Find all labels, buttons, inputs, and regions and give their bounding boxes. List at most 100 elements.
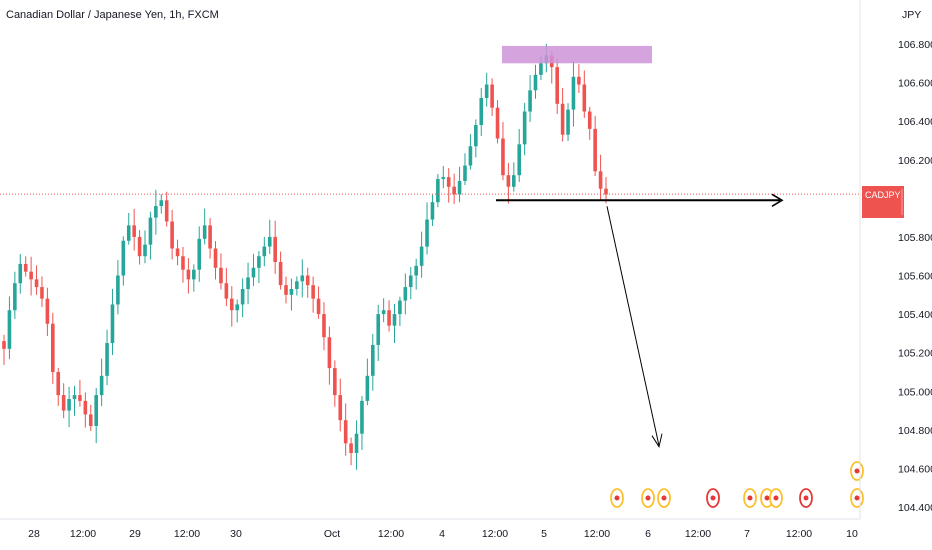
- candle-body: [408, 275, 413, 288]
- candle-body: [213, 248, 218, 268]
- candle-body: [181, 256, 185, 270]
- candle-body: [72, 395, 77, 399]
- candle-body: [587, 111, 592, 129]
- candle-body: [490, 84, 494, 108]
- event-marker[interactable]: [769, 488, 783, 508]
- candle-body: [137, 236, 142, 257]
- event-marker[interactable]: [641, 488, 655, 508]
- x-tick-label: 12:00: [584, 528, 610, 540]
- candle-body: [370, 344, 375, 376]
- x-tick-label: 12:00: [786, 528, 812, 540]
- chart-title: Canadian Dollar / Japanese Yen, 1h, FXCM: [6, 9, 219, 21]
- candle-body: [132, 225, 136, 237]
- candle-body: [208, 225, 212, 249]
- candle-body: [219, 267, 223, 284]
- support-arrow-head: [771, 193, 784, 207]
- candle-body: [143, 244, 147, 257]
- candle-body: [197, 238, 202, 270]
- candle-body: [354, 433, 359, 453]
- candle-body: [322, 314, 326, 338]
- y-axis-unit: JPY: [902, 9, 921, 21]
- candle-body: [164, 200, 169, 222]
- candle-body: [78, 395, 82, 401]
- candle-body: [2, 341, 6, 349]
- candle-body: [267, 236, 272, 247]
- candle-body: [23, 263, 28, 272]
- candle-body: [555, 67, 559, 104]
- candle-body: [392, 314, 397, 326]
- x-tick-label: 12:00: [685, 528, 711, 540]
- candle-body: [446, 177, 451, 187]
- candle-body: [34, 279, 39, 288]
- candle-body: [67, 398, 71, 411]
- y-tick-label: 104.600: [898, 463, 932, 475]
- event-marker[interactable]: [610, 488, 624, 508]
- drawings: [0, 45, 860, 448]
- candle-body: [295, 281, 299, 290]
- event-marker[interactable]: [706, 488, 720, 508]
- candle-body: [522, 111, 527, 145]
- candle-body: [116, 275, 120, 305]
- candle-body: [45, 298, 50, 324]
- x-tick-label: 4: [439, 528, 445, 540]
- x-tick-label: Oct: [324, 528, 340, 540]
- candle-body: [593, 128, 597, 172]
- candle-body: [311, 285, 315, 299]
- candle-body: [305, 275, 310, 286]
- event-marker[interactable]: [850, 461, 864, 481]
- current-price-badge: CADJPY 106.022 38:08: [862, 186, 932, 218]
- candle-body: [338, 395, 343, 421]
- candle-body: [224, 283, 229, 299]
- candle-body: [381, 310, 386, 315]
- candle-body: [316, 298, 321, 315]
- candle-body: [29, 271, 33, 280]
- projection-line[interactable]: [606, 206, 660, 446]
- candle-body: [186, 269, 191, 280]
- candle-body: [533, 74, 538, 91]
- event-marker[interactable]: [850, 488, 864, 508]
- candle-body: [235, 304, 240, 311]
- candle-body: [7, 310, 12, 349]
- candle-body: [566, 109, 570, 135]
- candle-body: [582, 84, 587, 112]
- candle-body: [300, 275, 305, 282]
- candle-body: [159, 200, 164, 207]
- projection-arrow-head: [651, 433, 663, 448]
- candle-body: [289, 289, 294, 295]
- x-tick-label: 7: [744, 528, 750, 540]
- y-tick-label: 105.800: [898, 232, 932, 244]
- candle-body: [148, 217, 153, 245]
- candle-body: [13, 283, 17, 311]
- candle-body: [463, 165, 467, 181]
- x-tick-label: 12:00: [482, 528, 508, 540]
- x-tick-label: 12:00: [378, 528, 404, 540]
- candle-body: [229, 298, 234, 311]
- x-tick-label: 30: [230, 528, 242, 540]
- candle-body: [598, 171, 603, 189]
- candle-body: [512, 175, 516, 187]
- x-tick-label: 10: [846, 528, 858, 540]
- candle-body: [436, 179, 440, 203]
- candle-body: [501, 138, 505, 176]
- candle-body: [99, 375, 104, 396]
- event-marker[interactable]: [799, 488, 813, 508]
- candle-body: [474, 125, 478, 147]
- y-tick-label: 104.800: [898, 425, 932, 437]
- candle-body: [376, 314, 381, 345]
- y-axis: 106.800 106.600 106.400 106.200 105.800 105.6…: [859, 0, 932, 519]
- candle-body: [528, 90, 532, 112]
- economic-events: [610, 461, 864, 508]
- candle-body: [240, 289, 245, 305]
- candle-body: [246, 277, 250, 290]
- candle-body: [365, 375, 370, 401]
- event-marker[interactable]: [743, 488, 757, 508]
- candle-body: [517, 144, 522, 176]
- candle-body: [452, 186, 456, 195]
- candle-body: [539, 63, 543, 75]
- resistance-zone[interactable]: [502, 45, 652, 64]
- candle-body: [170, 221, 174, 249]
- candle-body: [430, 202, 435, 220]
- candle-body: [571, 76, 576, 110]
- event-marker[interactable]: [657, 488, 671, 508]
